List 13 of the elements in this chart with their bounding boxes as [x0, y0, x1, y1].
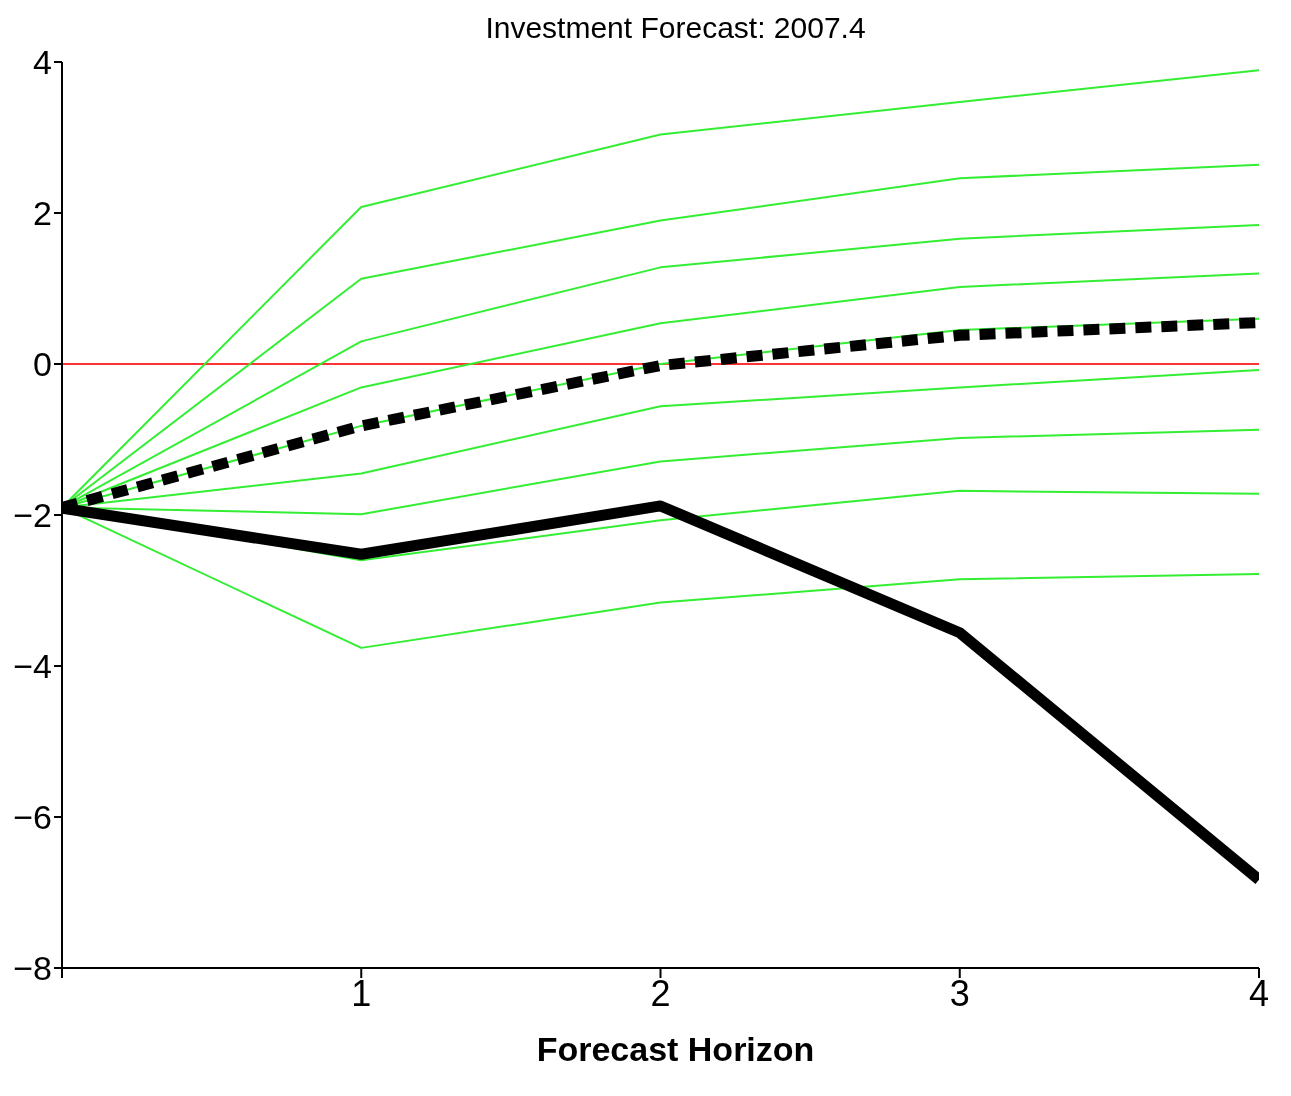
x-axis-title: Forecast Horizon — [535, 1030, 816, 1069]
y-tick-label: −4 — [13, 647, 52, 686]
y-tick-label: −6 — [13, 798, 52, 837]
x-tick-label: 3 — [949, 972, 970, 1014]
y-tick-label: 0 — [33, 345, 52, 384]
y-tick-label: 4 — [33, 43, 52, 82]
y-tick-label: 2 — [33, 194, 52, 233]
y-tick-label: −8 — [13, 949, 52, 988]
chart-title: Investment Forecast: 2007.4 — [484, 10, 867, 46]
x-tick-label: 1 — [351, 972, 372, 1014]
y-tick-label: −2 — [13, 496, 52, 535]
x-tick-label: 4 — [1248, 972, 1270, 1014]
x-tick-label: 2 — [650, 972, 671, 1014]
